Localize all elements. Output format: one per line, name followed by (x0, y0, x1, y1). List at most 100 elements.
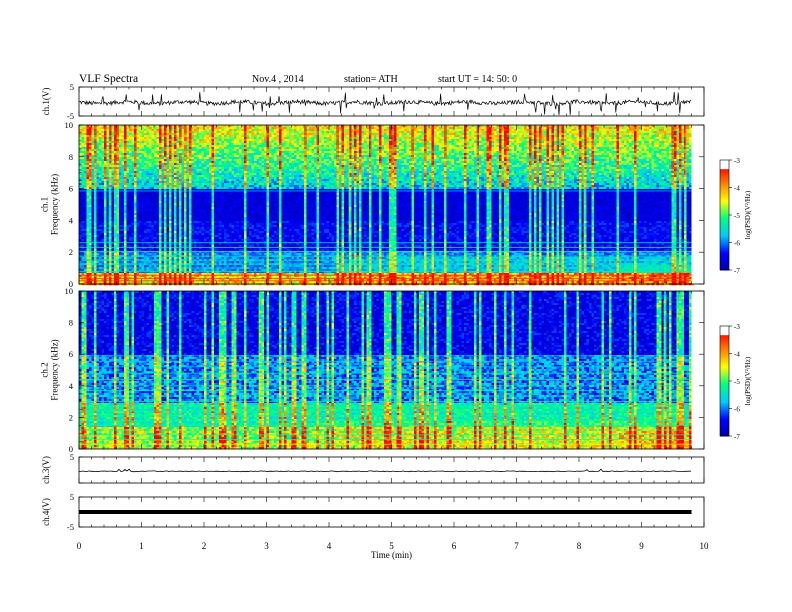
spectrogram-cell (449, 157, 452, 159)
spectrogram-cell (639, 135, 642, 137)
spectrogram-cell (444, 141, 447, 143)
spectrogram-cell (434, 141, 437, 143)
spectrogram-cell (564, 143, 567, 145)
spectrogram-cell (149, 127, 152, 129)
spectrogram-cell (227, 135, 230, 137)
spectrogram-cell (172, 137, 175, 139)
spectrogram-cell (144, 143, 147, 145)
spectrogram-cell (437, 161, 440, 163)
spectrogram-cell (494, 127, 497, 129)
spectrogram-cell (132, 129, 135, 131)
spectrogram-cell (167, 133, 170, 135)
spectrogram-cell (297, 157, 300, 159)
spectrogram-cell (162, 157, 165, 159)
spectrogram-cell (482, 127, 485, 129)
spectrogram-cell (537, 159, 540, 161)
spectrogram-cell (372, 147, 375, 149)
spectrogram-cell (562, 159, 565, 161)
spectrogram-cell (509, 163, 512, 165)
spectrogram-cell (359, 137, 362, 139)
spectrogram-cell (562, 155, 565, 157)
spectrogram-cell (294, 133, 297, 135)
spectrogram-cell (287, 161, 290, 163)
spectrogram-cell (394, 159, 397, 161)
spectrogram-cell (457, 159, 460, 161)
spectrogram-cell (397, 163, 400, 165)
spectrogram-cell (209, 151, 212, 153)
spectrogram-cell (642, 159, 645, 161)
spectrogram-cell (547, 127, 550, 129)
spectrogram-cell (402, 157, 405, 159)
spectrogram-cell (644, 143, 647, 145)
spectrogram-cell (327, 141, 330, 143)
spectrogram-cell (104, 153, 107, 155)
spectrogram-cell (612, 149, 615, 151)
spectrogram-cell (329, 161, 332, 163)
spectrogram-cell (314, 131, 317, 133)
spectrogram-cell (509, 131, 512, 133)
spectrogram-cell (492, 147, 495, 149)
spectrogram-cell (92, 155, 95, 157)
spectrogram-cell (302, 143, 305, 145)
spectrogram-cell (269, 155, 272, 157)
spectrogram-cell (84, 153, 87, 155)
spectrogram-cell (404, 161, 407, 163)
spectrogram-cell (169, 129, 172, 131)
spectrogram-cell (487, 141, 490, 143)
spectrogram-cell (522, 155, 525, 157)
spectrogram-cell (489, 159, 492, 161)
spectrogram-cell (342, 143, 345, 145)
spectrogram-cell (327, 157, 330, 159)
spectrogram-cell (584, 155, 587, 157)
spectrogram-cell (414, 151, 417, 153)
spectrogram-cell (622, 133, 625, 135)
spectrogram-cell (184, 141, 187, 143)
spectrogram-cell (259, 161, 262, 163)
spectrogram-cell (429, 155, 432, 157)
spectrogram-cell (504, 135, 507, 137)
spectrogram-cell (607, 139, 610, 141)
spectrogram-cell (179, 137, 182, 139)
spectrogram-cell (252, 129, 255, 131)
spectrogram-cell (617, 151, 620, 153)
spectrogram-cell (329, 159, 332, 161)
spectrogram-cell (467, 151, 470, 153)
spectrogram-cell (584, 153, 587, 155)
spectrogram-cell (362, 161, 365, 163)
spectrogram-cell (229, 141, 232, 143)
spectrogram-cell (504, 157, 507, 159)
spectrogram-cell (669, 129, 672, 131)
spectrogram-cell (319, 151, 322, 153)
spectrogram-cell (327, 137, 330, 139)
spectrogram-cell (574, 155, 577, 157)
spectrogram-cell (382, 143, 385, 145)
spectrogram-cell (369, 153, 372, 155)
spectrogram-cell (407, 161, 410, 163)
spectrogram-cell (257, 141, 260, 143)
spectrogram-cell (407, 159, 410, 161)
spectrogram-cell (677, 147, 680, 149)
spectrogram-cell (209, 139, 212, 141)
spectrogram-cell (229, 131, 232, 133)
spectrogram-cell (562, 143, 565, 145)
spectrogram-cell (384, 163, 387, 165)
spectrogram-cell (232, 129, 235, 131)
spectrogram-cell (272, 159, 275, 161)
spectrogram-cell (334, 127, 337, 129)
spectrogram-cell (97, 155, 100, 157)
spectrogram-cell (599, 135, 602, 137)
spectrogram-cell (87, 163, 90, 165)
spectrogram-cell (609, 137, 612, 139)
spectrogram-cell (307, 157, 310, 159)
spectrogram-cell (547, 163, 550, 165)
spectrogram-cell (519, 153, 522, 155)
spectrogram-cell (309, 145, 312, 147)
spectrogram-cell (539, 133, 542, 135)
spectrogram-cell (634, 149, 637, 151)
spectrogram-cell (227, 159, 230, 161)
spectrogram-cell (522, 151, 525, 153)
spectrogram-cell (639, 133, 642, 135)
spectrogram-cell (304, 135, 307, 137)
spectrogram-cell (649, 159, 652, 161)
spectrogram-cell (444, 147, 447, 149)
